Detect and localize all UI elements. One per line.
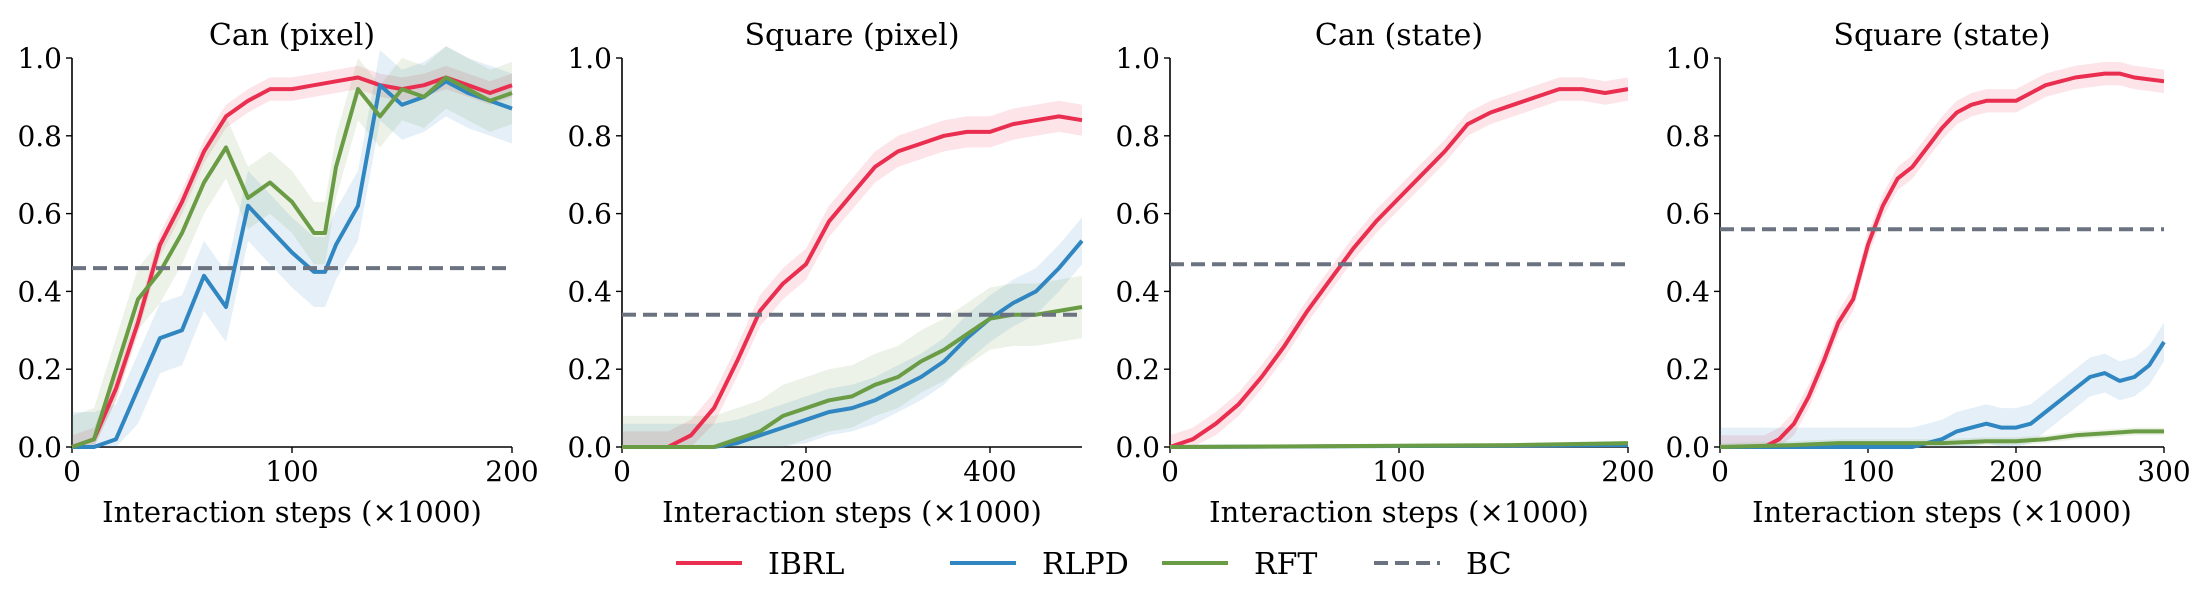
x-tick-label: 0 xyxy=(613,455,631,488)
y-tick-label: 0.8 xyxy=(17,120,62,153)
x-tick-label: 200 xyxy=(1989,455,2042,488)
chart-title: Can (state) xyxy=(1315,18,1483,53)
series-line-rft xyxy=(622,305,1083,449)
x-tick-label: 100 xyxy=(1841,455,1894,488)
series-line-ibrl xyxy=(71,75,513,449)
y-tick-label: 0.4 xyxy=(1115,275,1160,308)
series-line-rlpd xyxy=(622,239,1084,449)
y-tick-label: 0.8 xyxy=(1115,120,1160,153)
legend-label-rlpd: RLPD xyxy=(1042,547,1129,582)
chart-panel-can-pixel: Can (pixel) 0.0 0.2 0.4 0.6 0.8 1.0 0 100 200Inte… xyxy=(17,18,538,529)
x-tick-label: 200 xyxy=(485,455,538,488)
y-tick-label: 0.6 xyxy=(1665,198,1710,231)
x-tick-label: 100 xyxy=(265,455,318,488)
band-rft xyxy=(622,275,1082,447)
legend-label-ibrl: IBRL xyxy=(768,547,844,582)
y-tick-label: 0.0 xyxy=(17,431,62,464)
x-tick-label: 100 xyxy=(1372,455,1425,488)
y-tick-label: 0.0 xyxy=(1665,431,1710,464)
band-ibrl xyxy=(1170,77,1628,448)
x-tick-label: 300 xyxy=(2137,455,2190,488)
series-line-rft xyxy=(1719,429,2164,449)
x-tick-label: 200 xyxy=(1601,455,1654,488)
legend: IBRL RLPD RFT BC xyxy=(676,547,1512,582)
y-tick-label: 0.4 xyxy=(17,275,62,308)
x-tick-label: 0 xyxy=(1711,455,1729,488)
series-line-rlpd xyxy=(1720,340,2166,449)
series-line-ibrl xyxy=(1720,71,2165,449)
x-axis-label: Interaction steps (×1000) xyxy=(102,495,482,529)
y-tick-label: 0.0 xyxy=(1115,431,1160,464)
y-tick-label: 0.2 xyxy=(17,353,62,386)
chart-title: Square (state) xyxy=(1833,18,2050,53)
y-tick-label: 0.2 xyxy=(1115,353,1160,386)
x-tick-label: 0 xyxy=(63,455,81,488)
band-ibrl xyxy=(1720,61,2164,448)
chart-title: Can (pixel) xyxy=(209,18,375,53)
x-axis-label: Interaction steps (×1000) xyxy=(1752,495,2132,529)
chart-panel-square-state: Square (state) 0.0 0.2 0.4 0.6 0.8 1.0 0 100 200 3… xyxy=(1665,18,2190,529)
y-tick-label: 0.8 xyxy=(1665,120,1710,153)
band-rlpd xyxy=(1720,322,2164,447)
y-tick-label: 0.8 xyxy=(567,120,612,153)
x-tick-label: 0 xyxy=(1161,455,1179,488)
series-line-rft xyxy=(1169,441,1629,449)
series-line-ibrl xyxy=(1169,87,1629,449)
y-tick-label: 0.6 xyxy=(567,198,612,231)
x-tick-label: 400 xyxy=(963,455,1016,488)
x-axis-label: Interaction steps (×1000) xyxy=(1209,495,1589,529)
y-tick-label: 0.4 xyxy=(567,275,612,308)
chart-panel-can-state: Can (state) 0.0 0.2 0.4 0.6 0.8 1.0 0 100 200 Inte… xyxy=(1115,18,1654,529)
y-tick-label: 0.2 xyxy=(567,353,612,386)
y-tick-label: 1.0 xyxy=(1115,42,1160,75)
band-rlpd xyxy=(72,46,512,448)
chart-title: Square (pixel) xyxy=(744,18,959,53)
y-tick-label: 1.0 xyxy=(17,42,62,75)
x-axis-label: Interaction steps (×1000) xyxy=(662,495,1042,529)
legend-label-bc: BC xyxy=(1466,547,1512,582)
series-line-rft xyxy=(71,75,513,449)
x-tick-label: 200 xyxy=(779,455,832,488)
series-line-ibrl xyxy=(622,114,1083,449)
y-tick-label: 1.0 xyxy=(567,42,612,75)
y-tick-label: 1.0 xyxy=(1665,42,1710,75)
y-tick-label: 0.4 xyxy=(1665,275,1710,308)
y-tick-label: 0.0 xyxy=(567,431,612,464)
y-tick-label: 0.2 xyxy=(1665,353,1710,386)
band-rlpd xyxy=(622,217,1082,447)
legend-label-rft: RFT xyxy=(1254,547,1317,582)
y-tick-label: 0.6 xyxy=(1115,198,1160,231)
y-tick-label: 0.6 xyxy=(17,198,62,231)
chart-panel-square-pixel: Square (pixel) 0.0 0.2 0.4 0.6 0.8 1.0 0 200 400 I… xyxy=(567,18,1084,529)
